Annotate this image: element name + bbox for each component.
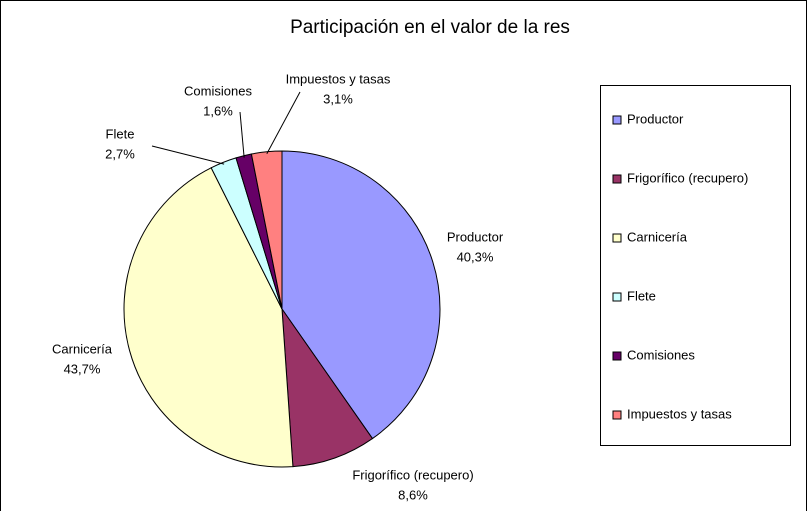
slice-label: Productor xyxy=(447,229,504,244)
leader-line xyxy=(239,111,245,158)
slice-value-label: 43,7% xyxy=(64,361,101,376)
pie-slice xyxy=(123,167,294,468)
legend-label: Productor xyxy=(627,111,684,126)
slice-label: Flete xyxy=(106,126,135,141)
slice-value-label: 2,7% xyxy=(105,146,135,161)
legend-box xyxy=(600,85,791,446)
legend-label: Carnicería xyxy=(627,229,688,244)
pie-slice xyxy=(281,150,441,440)
legend-swatch xyxy=(612,351,622,361)
pie-slice xyxy=(281,307,374,468)
legend-label: Impuestos y tasas xyxy=(627,406,732,421)
slice-value-label: 1,6% xyxy=(203,103,233,118)
legend-swatch xyxy=(612,115,622,125)
slice-value-label: 8,6% xyxy=(398,487,428,502)
legend-label: Frigorífico (recupero) xyxy=(627,170,748,185)
slice-label: Frigorífico (recupero) xyxy=(352,467,473,482)
legend-swatch xyxy=(612,174,622,184)
slice-value-label: 3,1% xyxy=(323,91,353,106)
slice-label: Comisiones xyxy=(184,83,252,98)
pie-slice xyxy=(250,150,283,310)
legend-swatch xyxy=(612,292,622,302)
leader-line xyxy=(151,145,225,165)
slice-label: Impuestos y tasas xyxy=(286,71,391,86)
legend-label: Comisiones xyxy=(627,347,695,362)
legend-label: Flete xyxy=(627,288,656,303)
slice-label: Carnicería xyxy=(52,341,113,356)
slice-value-label: 40,3% xyxy=(457,249,494,264)
legend-swatch xyxy=(612,233,622,243)
chart-title: Participación en el valor de la res xyxy=(290,17,570,38)
leader-line xyxy=(266,91,301,154)
legend-swatch xyxy=(612,410,622,420)
